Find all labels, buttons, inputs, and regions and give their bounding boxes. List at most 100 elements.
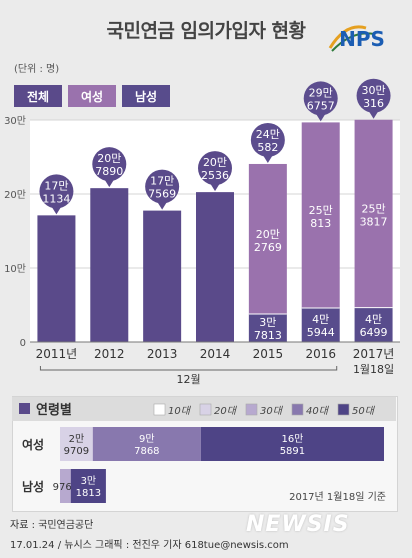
total-bubble [303,81,338,116]
female-label: 25만 [362,203,386,216]
age-row-label: 남성 [22,479,44,494]
x-tick-label: 2011년 [36,347,78,361]
age-legend-label: 30대 [260,405,284,417]
total-bubble-pointer [104,179,115,188]
legend-male-label: 남성 [134,89,158,104]
male-label: 6499 [360,326,388,339]
age-row-label: 여성 [22,437,44,452]
age-segment-label: 2만 [69,433,85,445]
legend-female-label: 여성 [80,89,104,104]
male-label: 4만 [365,313,382,326]
x-tick-label: 2014 [200,347,231,361]
total-label: 6757 [307,99,335,112]
total-label: 24만 [256,128,280,141]
total-bubble-pointer [315,113,326,122]
total-bubble [92,147,127,182]
female-label: 3817 [360,216,388,229]
legend-total: 전체 [14,85,62,107]
total-label: 20만 [97,152,121,165]
total-bubble [198,151,232,186]
age-legend-label: 50대 [352,405,376,417]
bar-male [354,307,393,342]
total-label: 582 [257,141,278,154]
age-segment [200,427,384,461]
bar-total [90,188,129,342]
total-label: 7569 [148,188,176,201]
logo-swoosh-orange [328,25,367,49]
x-sublabel: 1월18일 [353,362,394,376]
bar-total [37,215,76,342]
age-note: 2017년 1월18일 기준 [289,491,386,503]
age-legend-label: 40대 [306,405,330,417]
legend-male: 남성 [122,85,170,107]
nps-logo: NPS [328,25,385,52]
logo-text: NPS [339,27,385,51]
age-legend-swatch [291,403,304,416]
total-bubble-pointer [262,154,273,163]
age-legend-swatch [337,403,350,416]
age-legend-swatch [199,403,212,416]
credit-text: 17.01.24 / 뉴시스 그래픽 : 전진우 기자 618tue@newsi… [10,540,289,551]
bar-female [301,122,340,309]
y-tick-label: 10만 [4,263,26,275]
female-label: 2769 [254,241,282,254]
y-tick-label: 20만 [4,189,26,201]
age-title: 연령별 [36,402,72,418]
period-bracket [39,366,338,371]
age-segment [70,469,106,503]
bar-total [196,192,234,342]
logo-swoosh-green [331,32,375,52]
x-tick-label: 2012 [94,347,125,361]
female-label: 25만 [309,204,333,217]
page-title: 국민연금 임의가입자 현황 [106,20,306,42]
male-label: 7813 [254,329,282,342]
female-label: 20만 [256,228,280,241]
total-bubble-pointer [210,183,220,192]
total-label: 17만 [44,179,68,192]
age-segment-label: 7868 [134,446,159,457]
unit-label: (단위 : 명) [14,64,60,75]
x-tick-label: 2017년 [353,347,395,361]
total-label: 17만 [150,175,174,188]
bar-total [143,210,182,342]
age-title-square [19,403,30,414]
bar-female [354,119,393,308]
bar-female [248,163,287,315]
total-label: 7890 [95,165,123,178]
total-label: 2536 [201,169,229,182]
y-tick-label: 30만 [4,115,26,127]
female-label: 813 [310,217,331,230]
legend-total-label: 전체 [26,89,50,104]
age-legend-swatch [153,403,166,416]
total-label: 316 [363,97,384,110]
age-segment [60,427,93,461]
total-bubble [145,169,180,204]
total-label: 29만 [309,86,333,99]
age-segment-label: 16만 [281,433,303,445]
total-bubble-pointer [157,201,168,210]
total-bubble [250,122,285,157]
age-legend-label: 20대 [214,405,238,417]
total-label: 30만 [362,84,386,97]
male-label: 4만 [312,313,329,326]
bar-male [248,314,287,342]
watermark: NEWSIS [246,512,350,537]
age-segment-label: 9768 [53,482,78,493]
age-segment-label: 5891 [280,446,305,457]
total-bubble-pointer [51,206,62,215]
bar-male [301,308,340,342]
total-label: 20만 [203,156,227,169]
age-segment-label: 1813 [76,488,101,499]
age-legend-label: 10대 [168,405,192,417]
age-segment [60,469,71,503]
age-legend-swatch [245,403,258,416]
age-segment-label: 9709 [64,446,89,457]
age-segment-label: 9만 [139,433,155,445]
total-label: 1134 [42,192,70,205]
total-bubble-pointer [368,110,379,119]
male-label: 5944 [307,326,335,339]
total-bubble [39,174,74,209]
male-label: 3만 [259,316,276,329]
x-tick-label: 2013 [147,347,178,361]
